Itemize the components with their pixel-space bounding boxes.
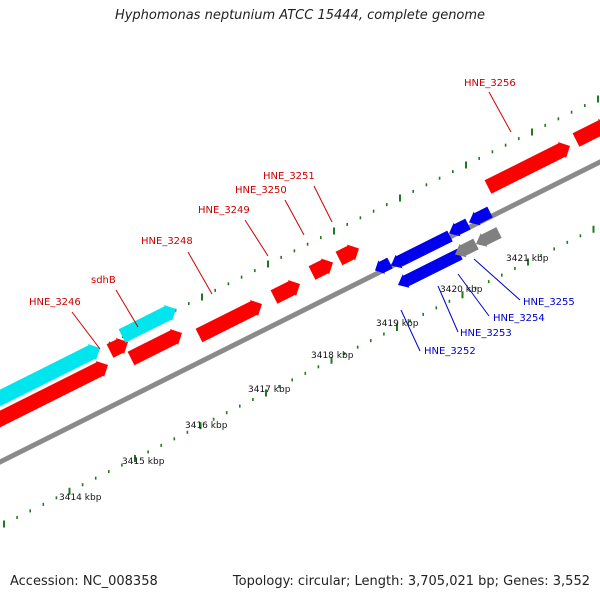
forward-gene-label: HNE_3250 (235, 185, 287, 196)
leader-line (313, 185, 333, 223)
leader-line (115, 289, 139, 328)
gene-red-short (106, 338, 128, 358)
forward-gene-label: HNE_3249 (198, 205, 250, 216)
scale-label: 3414 kbp (59, 493, 102, 503)
scale-label: 3417 kbp (248, 385, 291, 395)
leader-line (437, 285, 459, 333)
gene-labels: HNE_3246 sdhB HNE_3248 HNE_3249 HNE_3250 HNE_… (29, 78, 575, 357)
leader-line (400, 309, 421, 352)
accession-label: Accession: NC_008358 (10, 574, 158, 589)
summary-label: Topology: circular; Length: 3,705,021 bp… (232, 574, 590, 589)
leader-line (488, 91, 512, 133)
scale-label: 3415 kbp (122, 457, 165, 467)
gene-red-below-sdhb (127, 329, 182, 366)
scale-label: 3418 kbp (311, 351, 354, 361)
scale-label: 3416 kbp (185, 421, 228, 431)
gene-hne-3253 (391, 230, 453, 269)
gene-hne-3249 (270, 280, 300, 304)
gene-hne-3250 (308, 258, 333, 280)
reverse-gene-label: HNE_3253 (460, 328, 512, 339)
scale-label: 3421 kbp (506, 254, 549, 264)
map-title: Hyphomonas neptunium ATCC 15444, complet… (114, 8, 486, 23)
lower-tick-track (3, 225, 595, 528)
gene-cyan-left-1 (0, 344, 100, 407)
scale-label: 3419 kbp (376, 319, 419, 329)
gene-red-left (0, 361, 108, 428)
forward-gene-label: sdhB (91, 275, 116, 286)
gene-hne-3252 (398, 248, 463, 288)
leader-line (457, 273, 490, 317)
reverse-gene-label: HNE_3252 (424, 346, 476, 357)
leader-line (284, 199, 305, 236)
leader-line (473, 258, 521, 301)
gene-red-right (572, 119, 600, 147)
backbone-line (0, 159, 600, 465)
leader-line (71, 311, 101, 350)
gene-hne-3254 (449, 218, 471, 237)
label-leader-lines (71, 91, 521, 352)
forward-gene-label: HNE_3256 (464, 78, 516, 89)
leader-line (244, 219, 269, 257)
gene-sdhb (118, 305, 176, 343)
reverse-gene-label: HNE_3254 (493, 313, 545, 324)
leader-line (187, 251, 213, 295)
genome-backbone (0, 159, 600, 465)
forward-gene-label: HNE_3251 (263, 171, 315, 182)
scale-labels: 3414 kbp 3415 kbp 3416 kbp 3417 kbp 3418 kbp… (59, 254, 549, 503)
forward-gene-label: HNE_3246 (29, 297, 81, 308)
gene-features (0, 119, 600, 428)
gene-hne-3251 (335, 244, 359, 266)
gene-gray-1 (455, 238, 479, 258)
scale-label: 3420 kbp (440, 285, 483, 295)
gene-hne-3255 (469, 206, 493, 226)
forward-gene-label: HNE_3248 (141, 236, 193, 247)
gene-gray-2 (476, 227, 502, 247)
reverse-gene-label: HNE_3255 (523, 297, 575, 308)
gene-blue-small (375, 257, 393, 274)
gene-hne-3256 (484, 142, 570, 194)
gene-hne-3248 (195, 300, 262, 343)
